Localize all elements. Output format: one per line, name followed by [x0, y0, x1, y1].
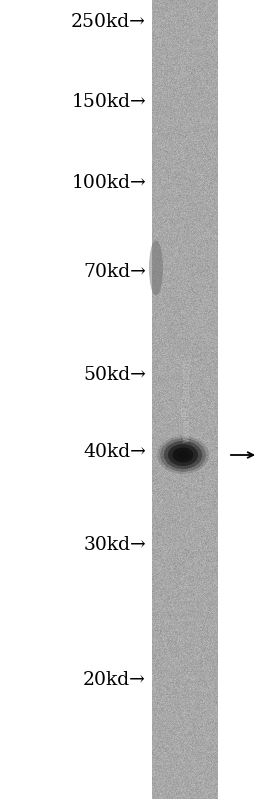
Bar [152, 0, 218, 799]
Ellipse shape [164, 441, 202, 469]
Text: 100kd→: 100kd→ [71, 174, 146, 192]
Ellipse shape [177, 451, 189, 459]
Ellipse shape [149, 240, 163, 296]
Ellipse shape [168, 444, 198, 466]
Text: 50kd→: 50kd→ [83, 366, 146, 384]
Text: www.PTGlab.com: www.PTGlab.com [182, 357, 192, 442]
Ellipse shape [160, 439, 206, 471]
Ellipse shape [157, 436, 209, 474]
Ellipse shape [172, 447, 193, 463]
Text: 70kd→: 70kd→ [83, 263, 146, 281]
Text: 250kd→: 250kd→ [71, 13, 146, 31]
Text: 20kd→: 20kd→ [83, 671, 146, 689]
Text: 30kd→: 30kd→ [83, 536, 146, 554]
Text: 40kd→: 40kd→ [83, 443, 146, 461]
Text: 150kd→: 150kd→ [71, 93, 146, 111]
